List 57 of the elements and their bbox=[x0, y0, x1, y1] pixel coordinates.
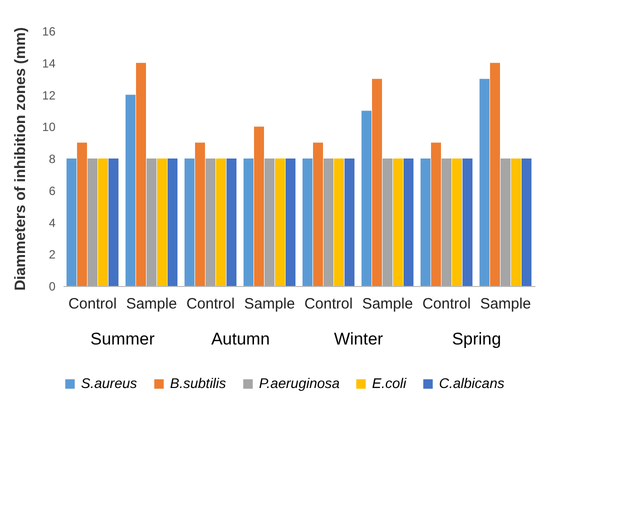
bar bbox=[442, 158, 452, 286]
bar bbox=[146, 158, 156, 286]
x-tick-label: Control bbox=[68, 296, 117, 312]
x-tick-label: Sample bbox=[244, 296, 295, 312]
y-axis-title: Diammeters of inhibition zones (mm) bbox=[12, 27, 30, 291]
bar bbox=[431, 142, 441, 286]
bar bbox=[521, 158, 532, 286]
y-tick-label: 2 bbox=[48, 248, 56, 262]
bar bbox=[126, 94, 136, 286]
bar bbox=[108, 158, 118, 286]
x-tick-label: Sample bbox=[126, 296, 177, 312]
bar bbox=[302, 158, 313, 286]
bar bbox=[136, 62, 146, 286]
y-tick-label: 10 bbox=[42, 120, 56, 134]
bar bbox=[462, 158, 472, 286]
bar bbox=[480, 78, 490, 286]
x-tick-label: Control bbox=[186, 296, 235, 312]
x-tick-label: Sample bbox=[362, 296, 413, 312]
bar bbox=[344, 158, 354, 286]
bar bbox=[372, 78, 382, 286]
legend-label: B.subtilis bbox=[170, 375, 226, 391]
x-axis-title: Winter bbox=[334, 330, 384, 348]
y-tick-label: 16 bbox=[42, 24, 56, 38]
bar bbox=[167, 158, 178, 286]
bar bbox=[420, 158, 431, 286]
bar bbox=[362, 110, 372, 286]
y-tick-label: 12 bbox=[42, 88, 56, 102]
bar bbox=[452, 158, 462, 286]
bar bbox=[500, 158, 510, 286]
y-tick-label: 4 bbox=[48, 216, 56, 230]
bar bbox=[490, 62, 500, 286]
x-axis-title: Spring bbox=[452, 330, 502, 348]
legend-label: E.coli bbox=[372, 375, 408, 391]
y-tick-label: 8 bbox=[48, 152, 56, 166]
bar bbox=[313, 142, 323, 286]
y-tick-label: 14 bbox=[42, 56, 56, 70]
x-axis-title: Autumn bbox=[211, 330, 270, 348]
y-tick-label: 6 bbox=[48, 184, 56, 198]
legend-label: C.albicans bbox=[439, 375, 504, 391]
bar bbox=[324, 158, 334, 286]
legend-label: P.aeruginosa bbox=[259, 375, 340, 391]
bar bbox=[511, 158, 521, 286]
bar bbox=[157, 158, 167, 286]
y-tick-label: 0 bbox=[48, 280, 56, 294]
bar bbox=[334, 158, 344, 286]
x-tick-label: Sample bbox=[480, 296, 531, 312]
x-tick-label: Control bbox=[304, 296, 353, 312]
bar bbox=[98, 158, 108, 286]
x-axis-title: Summer bbox=[90, 330, 155, 348]
bar bbox=[393, 158, 403, 286]
x-tick-label: Control bbox=[422, 296, 471, 312]
legend-label: S.aureus bbox=[81, 375, 138, 391]
bar bbox=[382, 158, 392, 286]
bar bbox=[403, 158, 414, 286]
bar bbox=[88, 158, 98, 286]
bar bbox=[66, 158, 77, 286]
bar bbox=[77, 142, 87, 286]
